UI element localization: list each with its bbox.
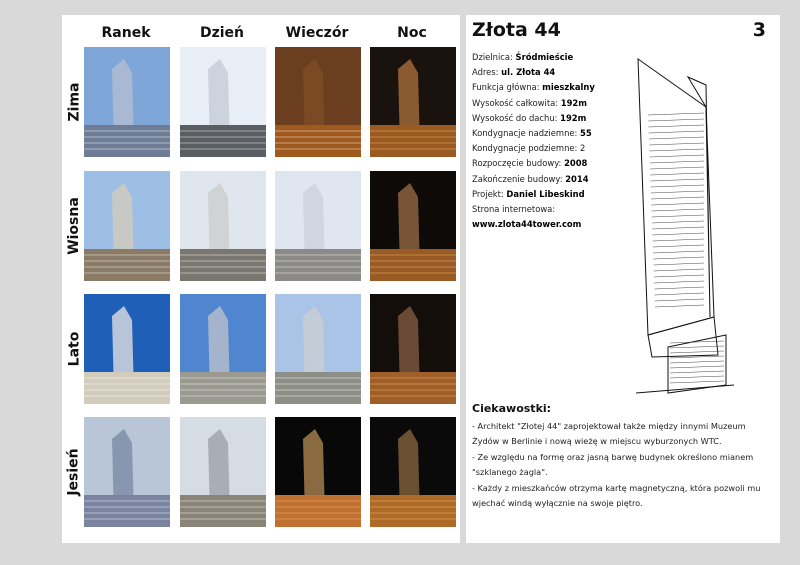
photo-winter-evening (275, 47, 361, 157)
info-website-link: www.zlota44tower.com (472, 219, 582, 230)
info-total-height: Wysokość całkowita: 192m (472, 97, 587, 108)
photo-spring-evening (275, 171, 361, 281)
photo-winter-morning (84, 47, 170, 157)
info-address: Adres: ul. Złota 44 (472, 67, 556, 78)
fact-item: - Każdy z mieszkańców otrzyma kartę magn… (472, 483, 761, 508)
photo-autumn-morning (84, 417, 170, 527)
building-drawing (635, 58, 735, 394)
photo-autumn-night (370, 417, 456, 527)
column-header-night: Noc (397, 25, 427, 41)
info-roof-height: Wysokość do dachu: 192m (472, 112, 587, 123)
photo-summer-night (370, 294, 456, 404)
facts-list: - Architekt "Złotej 44" zaprojektował ta… (472, 419, 772, 513)
column-header-day: Dzień (199, 25, 245, 41)
info-floors-above: Kondygnacje nadziemne: 55 (472, 128, 592, 139)
info-construction-start: Rozpoczęcie budowy: 2008 (472, 158, 588, 169)
page-number: 3 (752, 19, 766, 41)
info-construction-end: Zakończenie budowy: 2014 (472, 173, 589, 184)
building-info: Dzielnica: Śródmieście Adres: ul. Złota … (472, 50, 672, 232)
photo-spring-night (370, 171, 456, 281)
column-header-evening: Wieczór (285, 25, 349, 41)
photo-summer-morning (84, 294, 170, 404)
info-page: Złota 44 3 Dzielnica: Śródmieście Adres:… (466, 15, 780, 543)
photo-autumn-evening (275, 417, 361, 527)
photo-autumn-day (180, 417, 266, 527)
photo-gallery-page: Ranek Dzień Wieczór Noc Zima Wiosna Lato… (62, 15, 460, 543)
photo-summer-evening (275, 294, 361, 404)
page-title: Złota 44 (472, 19, 561, 41)
photo-winter-night (370, 47, 456, 157)
fact-item: - Ze względu na formę oraz jasną barwę b… (472, 452, 754, 477)
info-function: Funkcja główna: mieszkalny (472, 82, 595, 93)
info-website-label: Strona internetowa: (472, 204, 556, 215)
info-district: Dzielnica: Śródmieście (472, 52, 574, 62)
fact-item: - Architekt "Złotej 44" zaprojektował ta… (472, 421, 746, 446)
info-floors-below: Kondygnacje podziemne: 2 (472, 143, 586, 154)
photo-spring-morning (84, 171, 170, 281)
photo-winter-day (180, 47, 266, 157)
facts-heading: Ciekawostki: (472, 402, 552, 415)
photo-summer-day (180, 294, 266, 404)
info-architect: Projekt: Daniel Libeskind (472, 188, 585, 199)
photo-spring-day (180, 171, 266, 281)
column-header-morning: Ranek (101, 25, 151, 41)
